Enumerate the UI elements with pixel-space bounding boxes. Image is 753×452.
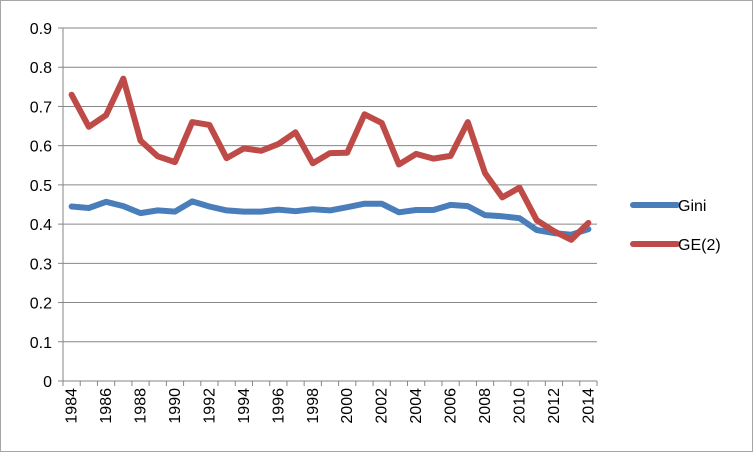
series-lines [68, 75, 592, 243]
x-tick-label: 2010 [511, 388, 528, 424]
x-tick-label: 2012 [546, 388, 563, 424]
x-tick-label: 2014 [580, 388, 597, 424]
x-tick-label: 2002 [374, 388, 391, 424]
y-tick-label: 0 [43, 374, 52, 391]
x-tick-label: 1992 [201, 388, 218, 424]
legend: Gini GE(2) [630, 198, 721, 254]
y-tick-label: 0.6 [30, 139, 52, 156]
x-tick-label: 1990 [167, 388, 184, 424]
y-axis-ticks: 0 0.1 0.2 0.3 0.4 0.5 0.6 0.7 0.8 0.9 [30, 21, 63, 391]
series-line-ge-2 [68, 75, 592, 243]
y-tick-label: 0.1 [30, 335, 52, 352]
y-tick-label: 0.2 [30, 296, 52, 313]
legend-label-gini: Gini [678, 198, 706, 215]
series-line-gini [68, 198, 592, 238]
y-tick-label: 0.4 [30, 217, 52, 234]
legend-label-ge-2: GE(2) [678, 237, 721, 254]
x-tick-label: 1986 [98, 388, 115, 424]
gridlines [63, 27, 597, 343]
x-tick-label: 2006 [443, 388, 460, 424]
x-tick-label: 2008 [477, 388, 494, 424]
x-tick-label: 2004 [408, 388, 425, 424]
y-tick-label: 0.3 [30, 256, 52, 273]
y-tick-label: 0.5 [30, 178, 52, 195]
x-tick-label: 1996 [270, 388, 287, 424]
x-tick-label: 1998 [305, 388, 322, 424]
y-tick-label: 0.8 [30, 60, 52, 77]
x-axis-ticks: 1984 1986 1988 1990 1992 1994 1996 1998 2000 2002… [62, 381, 598, 424]
x-tick-label: 1984 [64, 388, 81, 424]
x-tick-label: 2000 [339, 388, 356, 424]
y-tick-label: 0.7 [30, 99, 52, 116]
y-tick-label: 0.9 [30, 21, 52, 38]
axes [62, 28, 597, 382]
x-tick-label: 1994 [236, 388, 253, 424]
x-tick-label: 1988 [133, 388, 150, 424]
